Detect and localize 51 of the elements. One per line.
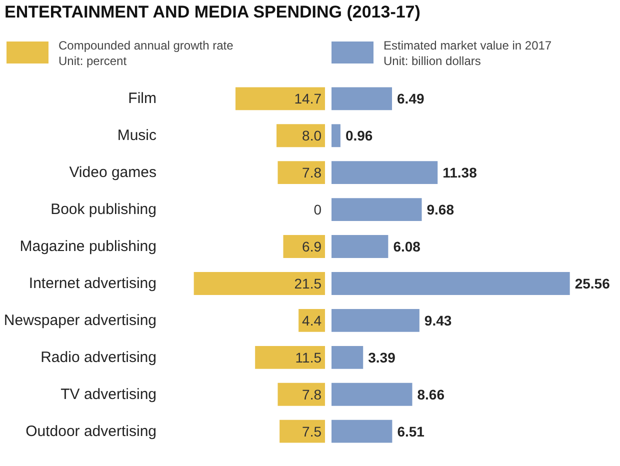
bar — [332, 346, 364, 369]
data-label: 6.49 — [397, 90, 424, 107]
data-label: 8.66 — [417, 386, 445, 402]
data-label: 4.4 — [302, 312, 322, 328]
y-tick-label: Outdoor advertising — [26, 422, 156, 440]
data-label: 6.51 — [397, 423, 425, 440]
bar — [283, 235, 325, 258]
data-label: 14.7 — [294, 90, 322, 107]
y-tick-label: Film — [128, 90, 157, 108]
legend-label: Estimated market value in 2017 Unit: billion dollars — [384, 38, 552, 68]
legend-label: Compounded annual growth rate Unit: percent — [58, 38, 234, 68]
y-tick-label: Internet advertising — [28, 274, 157, 292]
data-label: 11.5 — [295, 349, 322, 366]
data-label: 21.5 — [294, 275, 322, 292]
bar — [332, 420, 392, 443]
bar — [278, 382, 325, 406]
data-label: 6.9 — [302, 238, 322, 255]
bar — [332, 382, 412, 406]
y-tick-label: Magazine publishing — [20, 238, 157, 256]
bar — [280, 420, 325, 443]
bar — [332, 87, 392, 110]
bar — [255, 346, 325, 369]
chart-title: ENTERTAINMENT AND MEDIA SPENDING (2013-17) — [4, 2, 420, 22]
data-label: 9.43 — [424, 312, 452, 328]
y-tick-label: Music — [117, 127, 157, 144]
bar — [332, 272, 570, 295]
data-label: 7.5 — [302, 423, 322, 440]
y-tick-label: TV advertising — [60, 386, 156, 403]
data-label: 8.0 — [302, 128, 322, 144]
y-tick-label: Radio advertising — [40, 348, 157, 366]
bar — [278, 161, 325, 184]
bar — [276, 124, 325, 148]
data-label: 6.08 — [393, 238, 421, 255]
bar — [332, 308, 420, 332]
bar — [332, 124, 340, 148]
data-label: 0 — [314, 202, 322, 218]
bar — [194, 272, 325, 295]
bar — [332, 161, 438, 184]
bar — [332, 198, 422, 222]
data-label: 7.8 — [302, 164, 322, 181]
y-tick-label: Book publishing — [50, 201, 157, 218]
data-label: 0.96 — [345, 128, 373, 144]
y-tick-label: Video games — [69, 164, 157, 182]
data-label: 7.8 — [302, 386, 322, 402]
y-tick-label: Newspaper advertising — [4, 312, 156, 329]
data-label: 25.56 — [574, 275, 610, 292]
data-label: 9.68 — [426, 202, 454, 218]
data-label: 11.38 — [442, 164, 478, 181]
data-label: 3.39 — [368, 349, 396, 366]
bar — [235, 87, 325, 110]
bar — [332, 235, 388, 258]
